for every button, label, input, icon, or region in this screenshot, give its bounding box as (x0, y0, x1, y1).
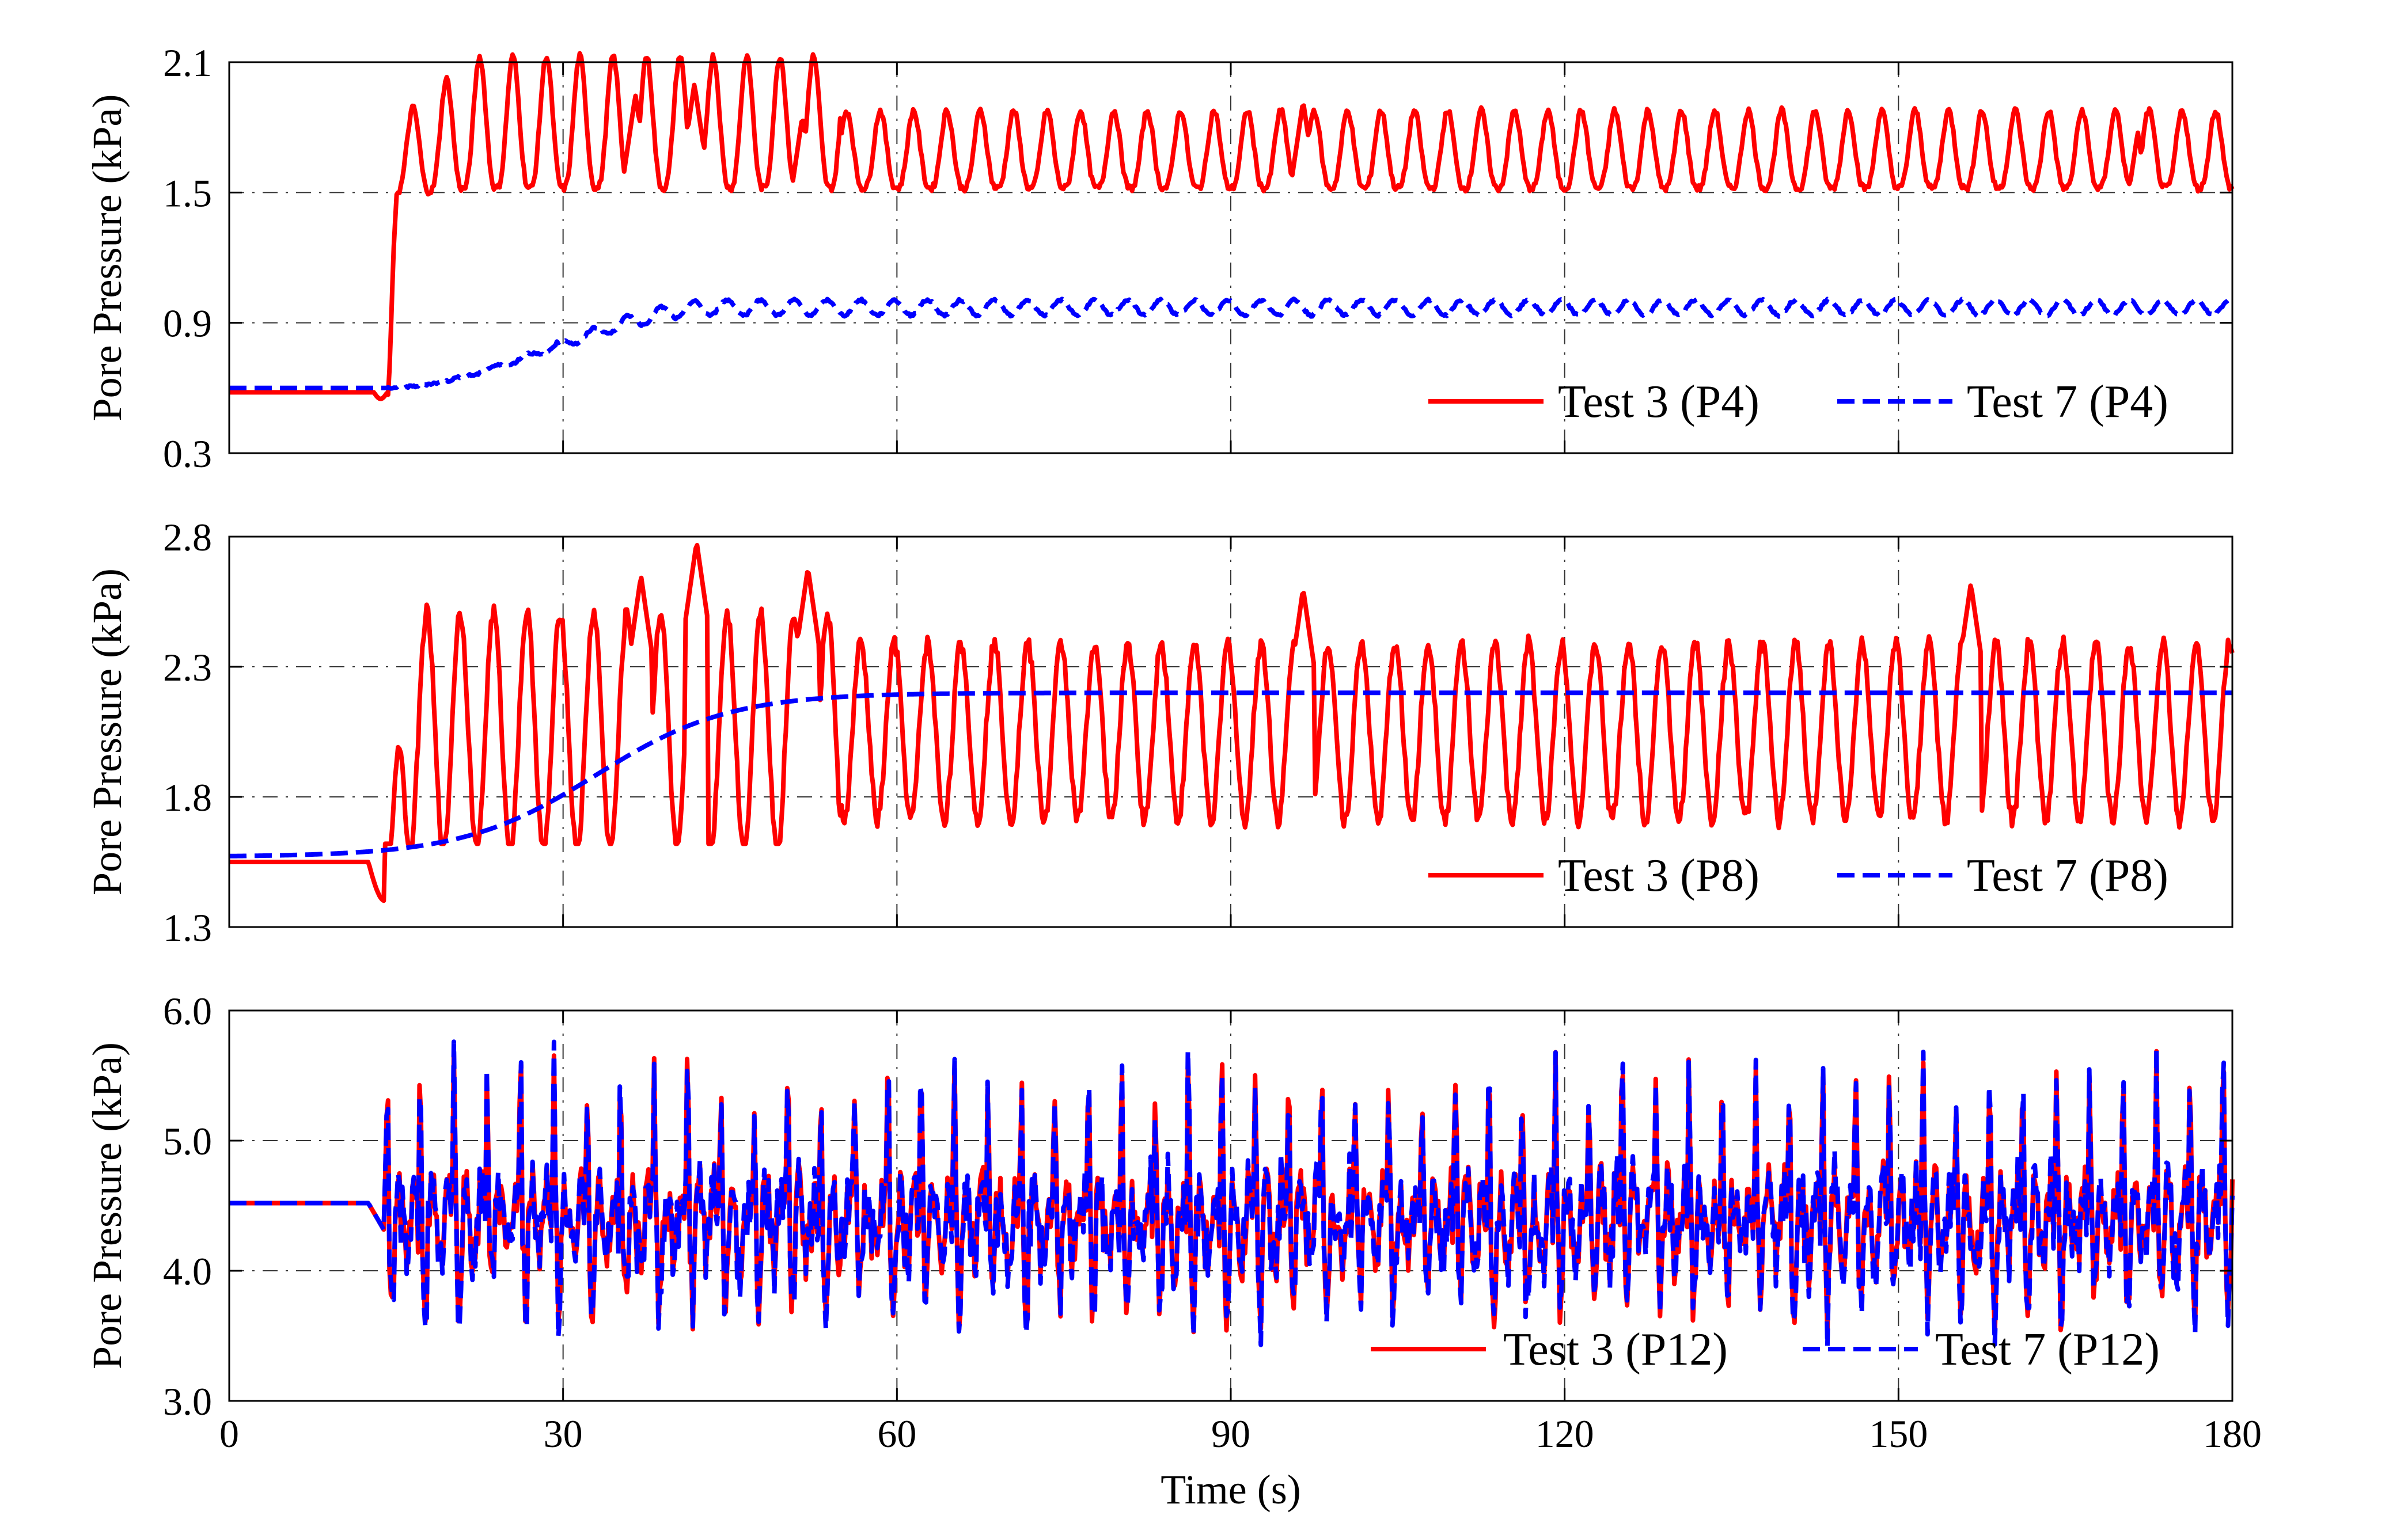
y-tick-label: 1.5 (163, 171, 212, 215)
panel-3: 3.0 4.0 5.0 6.0 0 30 60 90 120 150 180 Time (s) Pore… (84, 989, 2262, 1513)
y-tick-label: 2.1 (163, 41, 212, 85)
x-axis-label: Time (s) (1161, 1467, 1300, 1513)
y-axis-label: Pore Pressure (kPa) (84, 94, 130, 421)
panels: 0.3 0.9 1.5 2.1 Pore Pressure (kPa) Test 3 (P… (84, 41, 2262, 1513)
legend-label: Test 7 (P12) (1935, 1324, 2160, 1375)
panel-2: 1.3 1.8 2.3 2.8 Pore Pressure (kPa) Test 3 (P… (84, 515, 2235, 949)
legend: Test 3 (P8) Test 7 (P8) (1428, 850, 2168, 901)
legend: Test 3 (P12) Test 7 (P12) (1371, 1324, 2160, 1375)
y-axis-label: Pore Pressure (kPa) (84, 568, 130, 895)
legend-label: Test 7 (P4) (1967, 377, 2168, 427)
x-tick-label: 90 (1211, 1412, 1250, 1456)
grid (229, 62, 2232, 453)
grid (229, 537, 2232, 927)
legend-label: Test 7 (P8) (1967, 850, 2168, 901)
y-tick-label: 0.3 (163, 432, 212, 476)
y-tick-label: 5.0 (163, 1119, 212, 1163)
legend-label: Test 3 (P8) (1558, 850, 1759, 901)
series-line-1 (228, 542, 2235, 903)
y-tick-label: 2.8 (163, 515, 212, 559)
legend-label: Test 3 (P4) (1558, 377, 1759, 427)
y-tick-label: 1.8 (163, 776, 212, 819)
x-tick-label: 150 (1869, 1412, 1928, 1456)
series-line-2 (228, 297, 2235, 391)
grid (229, 1011, 2232, 1401)
panel-1: 0.3 0.9 1.5 2.1 Pore Pressure (kPa) Test 3 (P… (84, 41, 2235, 476)
y-tick-label: 0.9 (163, 302, 212, 345)
series-line-2 (228, 1039, 2235, 1349)
series-line-1 (228, 51, 2235, 401)
legend: Test 3 (P4) Test 7 (P4) (1428, 377, 2168, 427)
x-tick-label: 180 (2203, 1412, 2262, 1456)
series-line-2 (228, 690, 2233, 859)
y-axis-label: Pore Pressure (kPa) (84, 1042, 130, 1369)
y-tick-label: 1.3 (163, 906, 212, 949)
x-tick-label: 30 (544, 1412, 583, 1456)
y-tick-label: 2.3 (163, 645, 212, 689)
x-tick-label: 0 (219, 1412, 239, 1456)
x-tick-label: 120 (1535, 1412, 1594, 1456)
y-tick-label: 6.0 (163, 989, 212, 1033)
y-tick-label: 4.0 (163, 1249, 212, 1293)
legend-label: Test 3 (P12) (1503, 1324, 1728, 1375)
y-tick-label: 3.0 (163, 1380, 212, 1423)
x-tick-label: 60 (877, 1412, 916, 1456)
